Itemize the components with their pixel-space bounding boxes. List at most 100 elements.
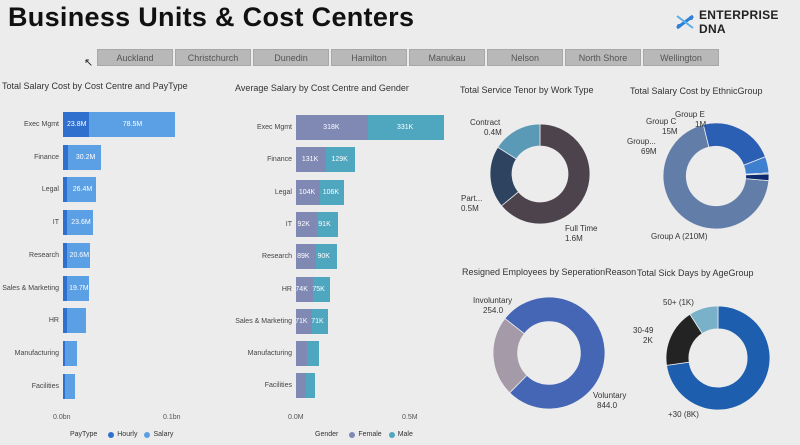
donut-ethnic-slice-group-a[interactable] [662,124,770,230]
c2-cat-research: Research [262,253,292,261]
slicer-item-manukau[interactable]: Manukau [409,49,485,66]
c1-bar-hourly-manufacturing[interactable] [63,340,66,366]
c1-cat-facilities: Facilities [31,382,59,390]
c2-cat-it: IT [285,220,292,228]
c2-bar-female-legal[interactable] [296,179,320,205]
c1-bar-salary-facilities[interactable] [64,373,75,399]
ethnic-label-group-e: Group E 1M [675,110,707,129]
c1-label-hourly-exec-mgmt: 23.8M [66,121,87,128]
c1-legend: PayType Hourly Salary [70,431,173,438]
c2-bar-female-sales-marketing[interactable] [296,308,313,334]
donut-tenor-slice-full-time[interactable] [500,123,591,225]
logo-text: ENTERPRISE DNA [699,8,779,36]
avg-salary-gender-title: Average Salary by Cost Centre and Gender [235,83,409,93]
c2-bar-female-hr[interactable] [296,276,313,302]
c1-cat-hr: HR [48,317,59,325]
donut-resigned-slice-involuntary[interactable] [492,317,528,394]
c1-bar-hourly-facilities[interactable] [63,373,65,399]
c1-bar-hourly-sales-marketing[interactable] [63,275,68,301]
salary-paytype-title: Total Salary Cost by Cost Centre and Pay… [2,81,188,91]
sickdays-donut-chart[interactable] [665,305,771,411]
c1-bar-hourly-hr[interactable] [63,308,68,334]
donut-resigned-slice-voluntary[interactable] [504,296,606,410]
c2-bar-male-sales-marketing[interactable] [312,308,329,334]
ethnic-label-group-other: Group... 69M [627,137,657,156]
c1-bar-salary-exec-mgmt[interactable] [88,112,175,137]
c1-bar-hourly-legal[interactable] [63,177,68,203]
page-title: Business Units & Cost Centers [8,2,415,32]
c2-cat-facilities: Facilities [264,382,292,390]
tenor-label-fulltime: Full Time 1.6M [565,224,598,243]
resigned-donut-chart[interactable] [492,296,606,410]
c2-cat-sales-marketing: Sales & Marketing [235,317,292,325]
c2-legend: Gender Female Male [315,431,413,438]
ethnic-title: Total Salary Cost by EthnicGroup [630,86,763,96]
slicer-item-hamilton[interactable]: Hamilton [331,49,407,66]
c2-label-male-hr: 75K [312,285,325,293]
c2-cat-manufacturing: Manufacturing [247,350,292,358]
c1-bar-hourly-it[interactable] [63,210,68,236]
sickdays-title: Total Sick Days by AgeGroup [637,268,754,278]
c1-bar-salary-legal[interactable] [67,177,97,203]
c2-label-female-it: 92K [297,220,310,228]
hourly-dot-icon [108,431,115,438]
c2-label-male-legal: 106K [322,188,340,196]
tenor-donut-chart[interactable] [489,123,591,225]
slicer-item-dunedin[interactable]: Dunedin [253,49,329,66]
donut-sick-slice-50-[interactable] [689,305,719,335]
c2-legend-male[interactable]: Male [397,431,413,438]
c1-cat-research: Research [29,251,59,259]
resigned-label-voluntary: Voluntary 844.0 [593,391,627,410]
c1-axis-min: 0.0bn [53,414,71,421]
c2-legend-female[interactable]: Female [358,431,382,438]
c1-bar-salary-research[interactable] [67,242,90,268]
c1-bar-hourly-research[interactable] [63,242,68,268]
c1-bar-salary-manufacturing[interactable] [65,340,78,366]
c1-bar-hourly-exec-mgmt[interactable] [63,112,89,137]
donut-tenor-slice-contract[interactable] [497,123,541,160]
c2-bar-female-exec-mgmt[interactable] [296,115,369,140]
donut-ethnic-slice-group-d[interactable] [745,173,770,182]
slicer-item-auckland[interactable]: Auckland [97,49,173,66]
slicer-item-wellington[interactable]: Wellington [643,49,719,66]
c2-bar-male-hr[interactable] [312,276,330,302]
c2-bar-male-finance[interactable] [325,147,356,173]
tenor-title: Total Service Tenor by Work Type [460,85,594,95]
c2-bar-male-exec-mgmt[interactable] [368,115,444,140]
c1-label-salary-sales-marketing: 19.7M [69,284,89,292]
c2-bar-male-manufacturing[interactable] [307,341,319,367]
c2-bar-female-facilities[interactable] [296,373,306,399]
c2-bar-female-research[interactable] [296,244,317,270]
c1-cat-sales-marketing: Sales & Marketing [2,284,59,292]
c1-label-salary-exec-mgmt: 78.5M [122,121,143,128]
c2-bar-female-finance[interactable] [296,147,326,173]
slicer-item-north-shore[interactable]: North Shore [565,49,641,66]
c1-legend-salary[interactable]: Salary [153,431,174,438]
c1-bar-salary-sales-marketing[interactable] [67,275,89,301]
donut-sick-slice--30[interactable] [666,305,771,411]
c2-cat-exec-mgmt: Exec Mgmt [256,124,292,131]
male-dot-icon [388,431,395,438]
c2-label-male-it: 91K [318,220,331,228]
c1-label-salary-it: 23.6M [71,219,91,227]
c1-bar-salary-hr[interactable] [67,308,86,334]
slicer-item-christchurch[interactable]: Christchurch [175,49,251,66]
c1-cat-finance: Finance [34,153,59,161]
c2-bar-female-manufacturing[interactable] [296,341,308,367]
c2-bar-male-legal[interactable] [319,179,344,205]
slicer-item-nelson[interactable]: Nelson [487,49,563,66]
c1-bar-salary-finance[interactable] [68,144,102,170]
donut-ethnic-slice-group-[interactable] [702,122,766,166]
c2-bar-male-research[interactable] [316,244,337,270]
c2-bar-female-it[interactable] [296,211,317,237]
c1-legend-hourly[interactable]: Hourly [117,431,138,438]
c2-bar-male-facilities[interactable] [305,373,316,399]
mouse-cursor-icon: ↖ [84,57,94,69]
ethnic-donut-chart[interactable] [662,122,770,230]
c1-bar-salary-it[interactable] [67,210,94,236]
c1-bar-hourly-finance[interactable] [63,144,69,170]
c2-label-female-research: 89K [297,253,310,261]
c1-legend-title: PayType [70,431,98,438]
c2-bar-male-it[interactable] [316,211,338,237]
c1-label-salary-research: 20.6M [69,251,90,259]
